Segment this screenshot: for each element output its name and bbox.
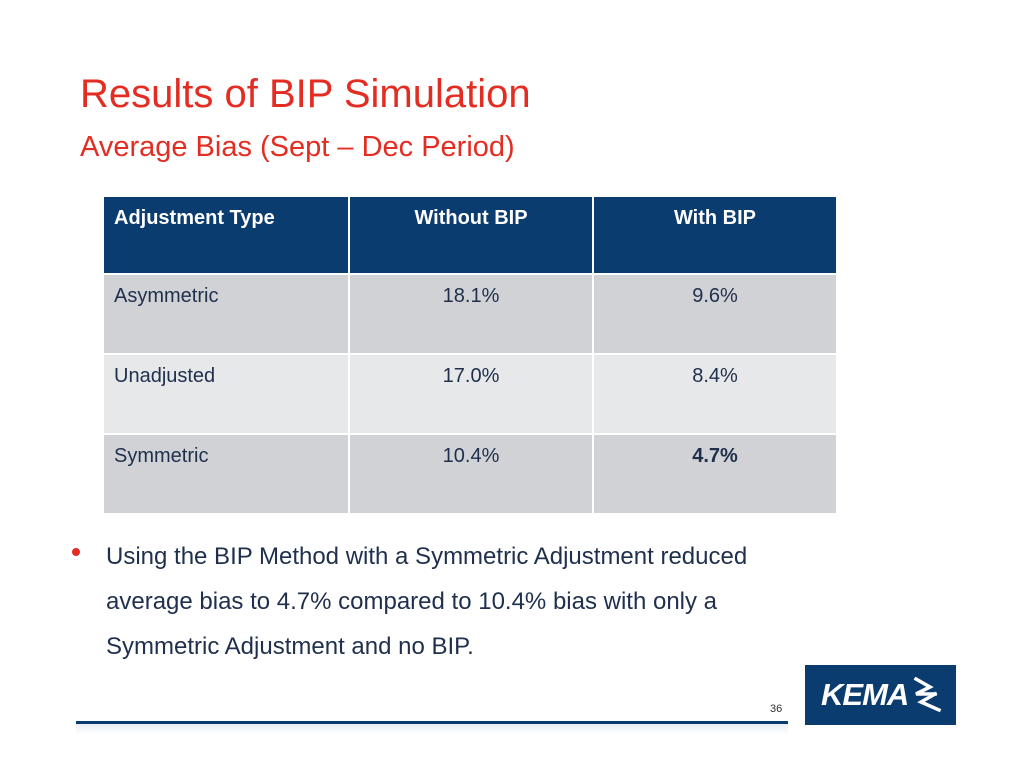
slide-title: Results of BIP Simulation [80,72,531,116]
logo-text: KEMA [821,677,909,712]
header-with-bip: With BIP [592,195,838,275]
cell-without-bip: 17.0% [348,353,594,435]
header-without-bip: Without BIP [348,195,594,275]
footer-divider-shadow [76,724,788,734]
table-row: Symmetric 10.4% 4.7% [102,433,838,515]
cell-with-bip-highlight: 4.7% [592,433,838,515]
table-row: Asymmetric 18.1% 9.6% [102,273,838,355]
results-table: Adjustment Type Without BIP With BIP Asy… [102,195,838,515]
cell-without-bip: 18.1% [348,273,594,355]
page-number: 36 [770,703,783,715]
footer-divider [76,721,788,724]
cell-with-bip: 9.6% [592,273,838,355]
kema-lightning-icon [913,677,942,713]
cell-without-bip: 10.4% [348,433,594,515]
bullet-dot-icon [72,548,80,556]
cell-adjustment-type: Unadjusted [102,353,350,435]
bullet-text: Using the BIP Method with a Symmetric Ad… [106,543,748,660]
cell-adjustment-type: Asymmetric [102,273,350,355]
slide-subtitle: Average Bias (Sept – Dec Period) [80,131,515,163]
kema-logo: KEMA [805,665,956,725]
cell-with-bip: 8.4% [592,353,838,435]
table-row: Unadjusted 17.0% 8.4% [102,353,838,435]
table-header-row: Adjustment Type Without BIP With BIP [102,195,838,275]
cell-adjustment-type: Symmetric [102,433,350,515]
header-adjustment-type: Adjustment Type [102,195,350,275]
